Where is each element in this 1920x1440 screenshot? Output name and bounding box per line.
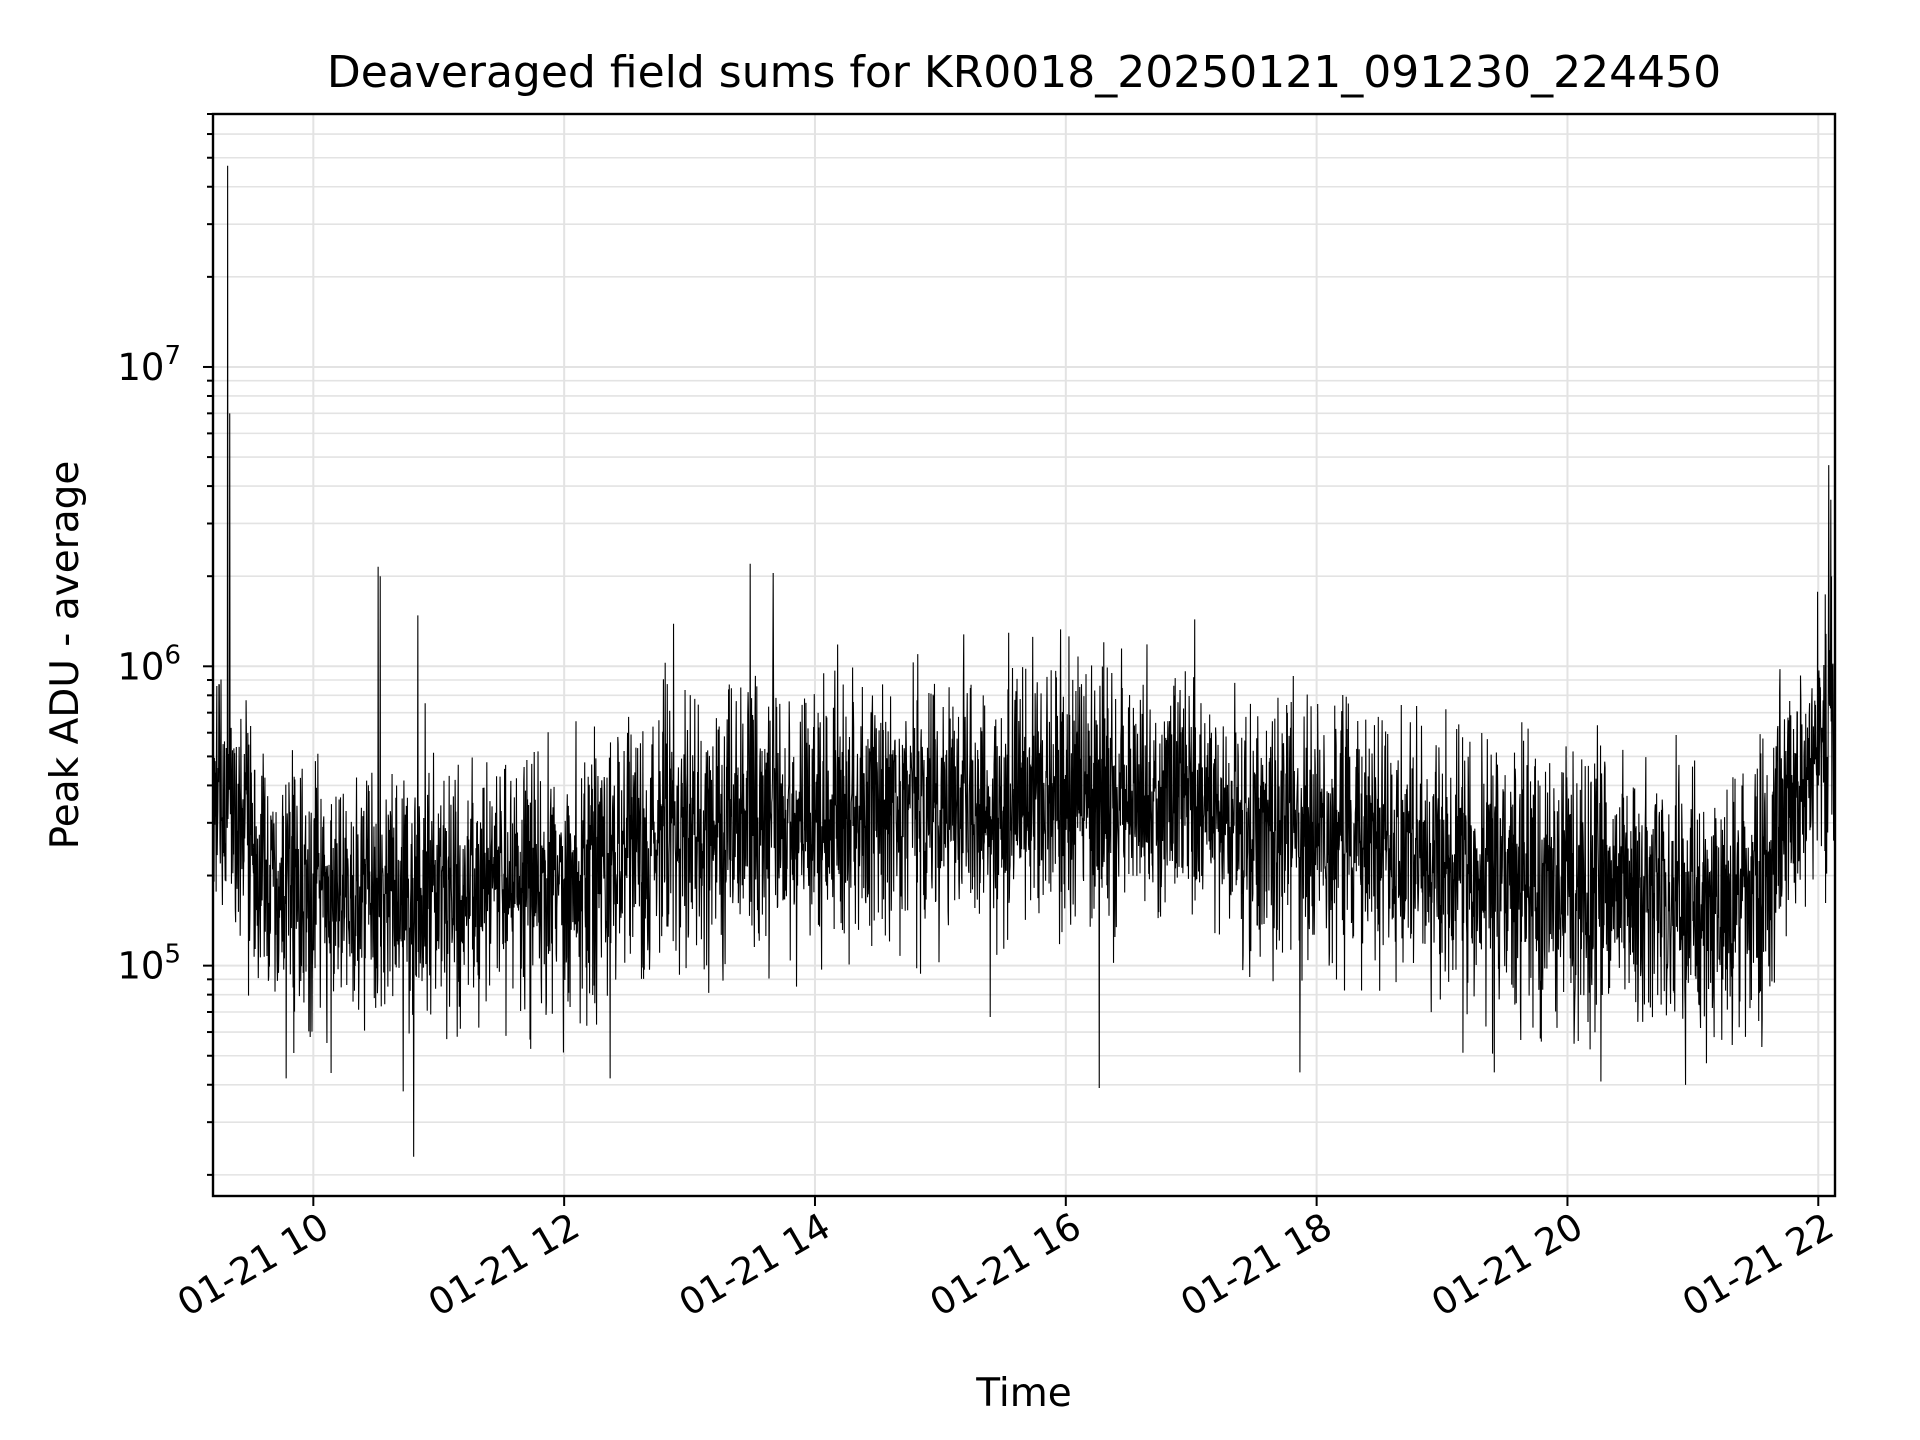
y-axis-label: Peak ADU - average [43, 461, 88, 850]
x-tick-label: 01-21 20 [1424, 1205, 1590, 1325]
chart-title: Deaveraged field sums for KR0018_2025012… [327, 47, 1721, 98]
grid [213, 113, 1835, 1196]
plot-frame [211, 112, 1837, 1198]
x-tick-label: 01-21 22 [1675, 1205, 1841, 1325]
axis-ticks: 01-21 10 01-21 12 01-21 14 01-21 16 01-21 18… [117, 113, 1841, 1325]
x-tick-label: 01-21 10 [170, 1205, 336, 1325]
series-line-path [212, 165, 1836, 1157]
series-line [212, 165, 1836, 1157]
x-tick-label: 01-21 16 [923, 1205, 1089, 1325]
y-tick-label: 106 [117, 640, 181, 688]
x-tick-label: 01-21 12 [421, 1205, 587, 1325]
x-axis-label: Time [975, 1371, 1071, 1416]
y-tick-label: 105 [117, 940, 181, 988]
x-tick-label: 01-21 14 [672, 1205, 838, 1325]
x-tick-label: 01-21 18 [1174, 1205, 1340, 1325]
y-tick-label: 107 [117, 341, 181, 389]
